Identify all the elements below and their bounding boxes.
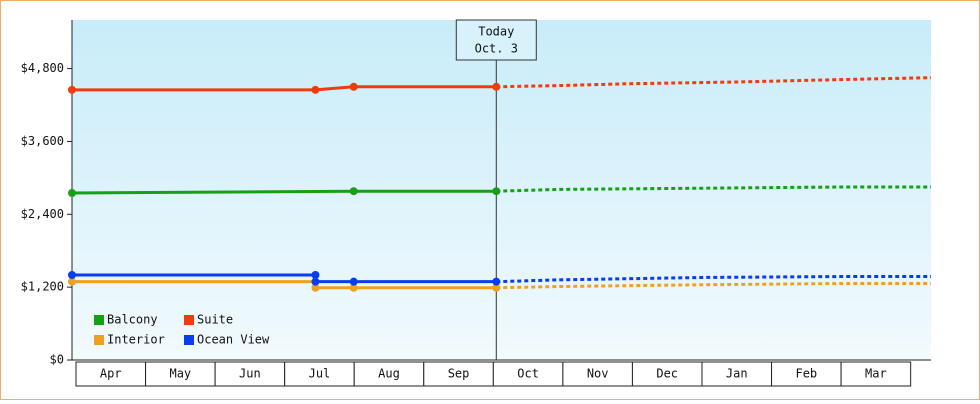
y-tick-label: $1,200 bbox=[21, 280, 64, 294]
x-tick-label: Dec bbox=[656, 367, 678, 381]
point bbox=[492, 283, 501, 292]
y-tick-label: $4,800 bbox=[21, 61, 64, 75]
point bbox=[68, 189, 76, 198]
x-category-cell bbox=[840, 361, 912, 387]
point bbox=[68, 271, 76, 279]
x-category-cell bbox=[353, 361, 425, 387]
legend-label: Ocean View bbox=[197, 333, 270, 347]
point bbox=[349, 277, 358, 286]
point bbox=[311, 271, 320, 279]
legend-swatch bbox=[184, 335, 194, 345]
y-tick-label: $2,400 bbox=[21, 207, 64, 221]
x-tick-label: Nov bbox=[587, 367, 609, 381]
x-category-cell bbox=[284, 361, 355, 387]
point bbox=[311, 85, 320, 94]
point bbox=[492, 187, 501, 196]
x-category-cell bbox=[214, 361, 286, 387]
x-category-cell bbox=[701, 361, 773, 387]
point bbox=[311, 283, 320, 292]
today-label: Today bbox=[478, 25, 514, 39]
x-tick-label: Feb bbox=[795, 367, 817, 381]
y-tick-label: $3,600 bbox=[21, 134, 64, 148]
point bbox=[349, 187, 358, 196]
x-tick-label: Sep bbox=[448, 367, 470, 381]
legend-swatch bbox=[184, 315, 194, 325]
x-tick-label: Oct bbox=[517, 367, 539, 381]
point bbox=[68, 85, 76, 94]
x-tick-label: Jun bbox=[239, 367, 261, 381]
legend-label: Interior bbox=[107, 333, 165, 347]
series-line bbox=[72, 85, 497, 92]
forecast-line bbox=[496, 76, 932, 89]
x-tick-label: Jul bbox=[309, 367, 331, 381]
point bbox=[492, 82, 501, 91]
x-tick-label: Mar bbox=[865, 367, 887, 381]
point bbox=[492, 277, 501, 286]
point bbox=[68, 277, 76, 286]
x-category-cell bbox=[145, 361, 216, 387]
point bbox=[311, 277, 320, 286]
x-category-cell bbox=[75, 361, 147, 387]
x-tick-label: Jan bbox=[726, 367, 748, 381]
legend-swatch bbox=[94, 315, 104, 325]
plot-area bbox=[72, 20, 931, 360]
x-tick-label: May bbox=[169, 367, 191, 381]
point bbox=[349, 82, 358, 91]
x-tick-label: Aug bbox=[378, 367, 400, 381]
legend-label: Suite bbox=[197, 313, 233, 327]
legend-label: Balcony bbox=[107, 313, 158, 327]
point bbox=[349, 283, 358, 292]
y-tick-label: $0 bbox=[50, 353, 64, 367]
x-category-cell bbox=[562, 361, 633, 387]
today-box bbox=[455, 19, 537, 61]
legend-swatch bbox=[94, 335, 104, 345]
x-tick-label: Apr bbox=[100, 367, 122, 381]
today-label: Oct. 3 bbox=[475, 42, 518, 56]
